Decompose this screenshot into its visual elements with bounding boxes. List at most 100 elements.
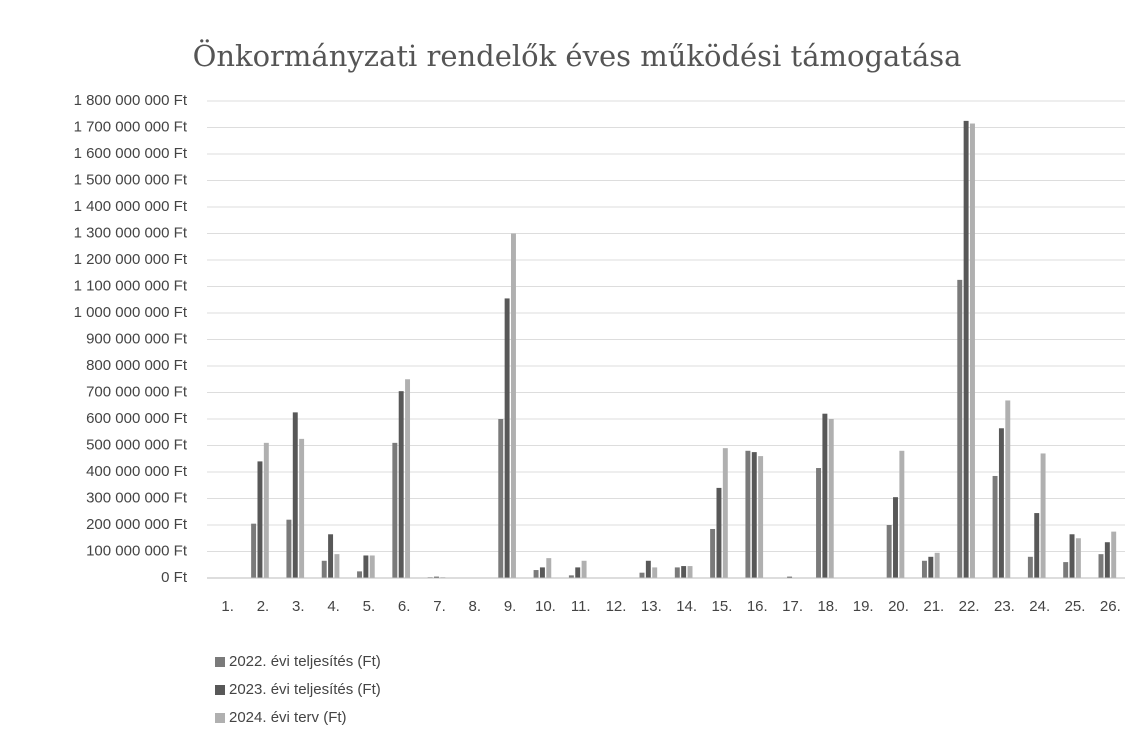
bar (575, 567, 581, 578)
x-tick-label: 6. (398, 598, 411, 615)
bar (745, 450, 751, 578)
bar (1027, 556, 1033, 578)
bar (533, 570, 539, 578)
bar (263, 442, 269, 578)
legend-label: 2023. évi teljesítés (Ft) (229, 681, 381, 698)
legend-swatch (215, 657, 225, 667)
bar (405, 379, 411, 578)
bar (498, 419, 504, 578)
y-tick-label: 1 600 000 000 Ft (74, 145, 188, 162)
y-tick-label: 700 000 000 Ft (86, 383, 188, 400)
x-tick-label: 9. (504, 598, 517, 615)
y-tick-label: 1 800 000 000 Ft (74, 92, 188, 109)
x-tick-label: 24. (1029, 598, 1050, 615)
y-tick-label: 1 300 000 000 Ft (74, 224, 188, 241)
bar (321, 560, 327, 578)
legend-swatch (215, 713, 225, 723)
bar (504, 298, 510, 578)
bar (398, 391, 404, 578)
bar (328, 534, 334, 578)
y-tick-label: 1 100 000 000 Ft (74, 277, 188, 294)
x-tick-label: 15. (712, 598, 733, 615)
bar (722, 448, 728, 578)
x-tick-label: 10. (535, 598, 556, 615)
bar (674, 567, 680, 578)
y-tick-label: 100 000 000 Ft (86, 542, 188, 559)
bar (828, 419, 834, 578)
bar (539, 567, 545, 578)
bar (639, 572, 645, 578)
x-tick-label: 5. (363, 598, 376, 615)
bar (893, 497, 898, 578)
x-tick-label: 7. (433, 598, 446, 615)
y-tick-label: 900 000 000 Ft (86, 330, 188, 347)
bar (687, 566, 693, 578)
legend-label: 2022. évi teljesítés (Ft) (229, 653, 381, 670)
y-tick-label: 1 400 000 000 Ft (74, 198, 188, 215)
x-tick-label: 18. (817, 598, 838, 615)
bar (934, 552, 940, 578)
x-tick-label: 2. (257, 598, 270, 615)
y-tick-label: 0 Ft (161, 569, 188, 586)
bar (710, 528, 716, 578)
x-tick-label: 14. (676, 598, 697, 615)
y-tick-label: 1 200 000 000 Ft (74, 251, 188, 268)
y-tick-label: 1 500 000 000 Ft (74, 171, 188, 188)
bar (969, 123, 975, 579)
y-tick-label: 1 000 000 000 Ft (74, 304, 188, 321)
bar (963, 120, 969, 578)
bar (652, 567, 658, 578)
bar (928, 556, 934, 578)
bar (434, 576, 439, 578)
bar (251, 523, 257, 578)
bar (822, 413, 828, 578)
x-tick-label: 13. (641, 598, 662, 615)
bar (1063, 562, 1069, 578)
bar (899, 450, 905, 578)
bar (1098, 554, 1104, 578)
bar (681, 566, 687, 578)
bar (1111, 531, 1117, 578)
x-tick-label: 21. (923, 598, 944, 615)
x-tick-label: 3. (292, 598, 305, 615)
chart-title: Önkormányzati rendelők éves működési tám… (193, 38, 962, 73)
x-tick-label: 17. (782, 598, 803, 615)
bar (1040, 453, 1046, 578)
y-tick-label: 800 000 000 Ft (86, 357, 188, 374)
x-tick-label: 19. (853, 598, 874, 615)
bar (998, 428, 1004, 578)
bar (787, 576, 793, 578)
bar (292, 412, 298, 578)
bar (921, 560, 927, 578)
bar (816, 468, 822, 578)
bar (992, 475, 998, 578)
y-tick-label: 400 000 000 Ft (86, 463, 188, 480)
bar (1069, 534, 1075, 578)
y-tick-label: 300 000 000 Ft (86, 489, 188, 506)
bar (581, 560, 587, 578)
y-tick-label: 200 000 000 Ft (86, 516, 188, 533)
legend-swatch (215, 685, 225, 695)
x-tick-label: 12. (606, 598, 627, 615)
bar (716, 487, 722, 578)
bar (957, 279, 963, 578)
bar (1075, 538, 1081, 578)
x-tick-label: 11. (571, 598, 591, 615)
bar (568, 575, 574, 578)
y-tick-label: 600 000 000 Ft (86, 410, 188, 427)
x-tick-label: 16. (747, 598, 768, 615)
y-tick-label: 1 700 000 000 Ft (74, 118, 188, 135)
bar (751, 452, 757, 578)
x-tick-label: 23. (994, 598, 1015, 615)
bar (369, 555, 375, 578)
bar (510, 233, 516, 578)
bar (299, 438, 305, 578)
x-tick-label: 4. (327, 598, 340, 615)
bar (257, 461, 263, 578)
bar (758, 456, 764, 578)
x-tick-label: 25. (1065, 598, 1086, 615)
bar (1034, 513, 1040, 578)
bar (392, 442, 398, 578)
bar (645, 560, 651, 578)
